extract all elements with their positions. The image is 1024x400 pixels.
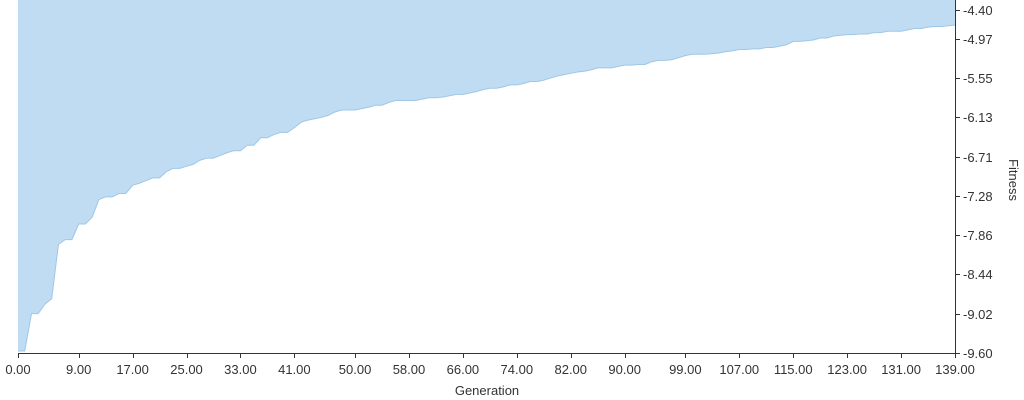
- area-fill: [18, 0, 955, 351]
- series-line: [18, 24, 956, 352]
- y-tick-label: -4.97: [963, 32, 993, 47]
- x-tick-label: 123.00: [827, 362, 867, 377]
- y-tick-label: -6.13: [963, 110, 993, 125]
- y-tick-label: -6.71: [963, 150, 993, 165]
- y-tick-label: -4.40: [963, 3, 993, 18]
- x-tick-label: 25.00: [170, 362, 203, 377]
- y-tick-label: -9.02: [963, 307, 993, 322]
- x-tick-label: 74.00: [501, 362, 534, 377]
- y-tick-label: -5.55: [963, 71, 993, 86]
- x-tick-label: 107.00: [719, 362, 759, 377]
- y-axis: -4.40 -4.97 -5.55 -6.13 -6.71 -7.28 -7.86 -8.44…: [955, 0, 993, 361]
- y-tick-label: -8.44: [963, 267, 993, 282]
- x-tick-label: 58.00: [393, 362, 426, 377]
- y-tick-label: -9.60: [963, 346, 993, 361]
- y-tick-label: -7.28: [963, 189, 993, 204]
- x-axis-title: Generation: [455, 383, 519, 398]
- x-tick-label: 17.00: [116, 362, 149, 377]
- y-tick-label: -7.86: [963, 228, 993, 243]
- x-tick-label: 82.00: [554, 362, 587, 377]
- x-tick-label: 90.00: [608, 362, 641, 377]
- x-tick-label: 139.00: [935, 362, 975, 377]
- plot-area: [18, 0, 956, 352]
- x-tick-label: 41.00: [278, 362, 311, 377]
- x-tick-label: 66.00: [447, 362, 480, 377]
- x-tick-label: 115.00: [774, 362, 813, 377]
- x-tick-label: 50.00: [339, 362, 372, 377]
- y-axis-title: Fitness: [1006, 159, 1021, 201]
- x-tick-label: 131.00: [881, 362, 921, 377]
- x-axis: 0.00 9.00 17.00 25.00 33.00 41.00 50.00 58.00 66…: [5, 353, 975, 377]
- x-tick-label: 99.00: [669, 362, 702, 377]
- x-tick-label: 0.00: [5, 362, 30, 377]
- x-tick-label: 33.00: [224, 362, 257, 377]
- x-tick-label: 9.00: [66, 362, 91, 377]
